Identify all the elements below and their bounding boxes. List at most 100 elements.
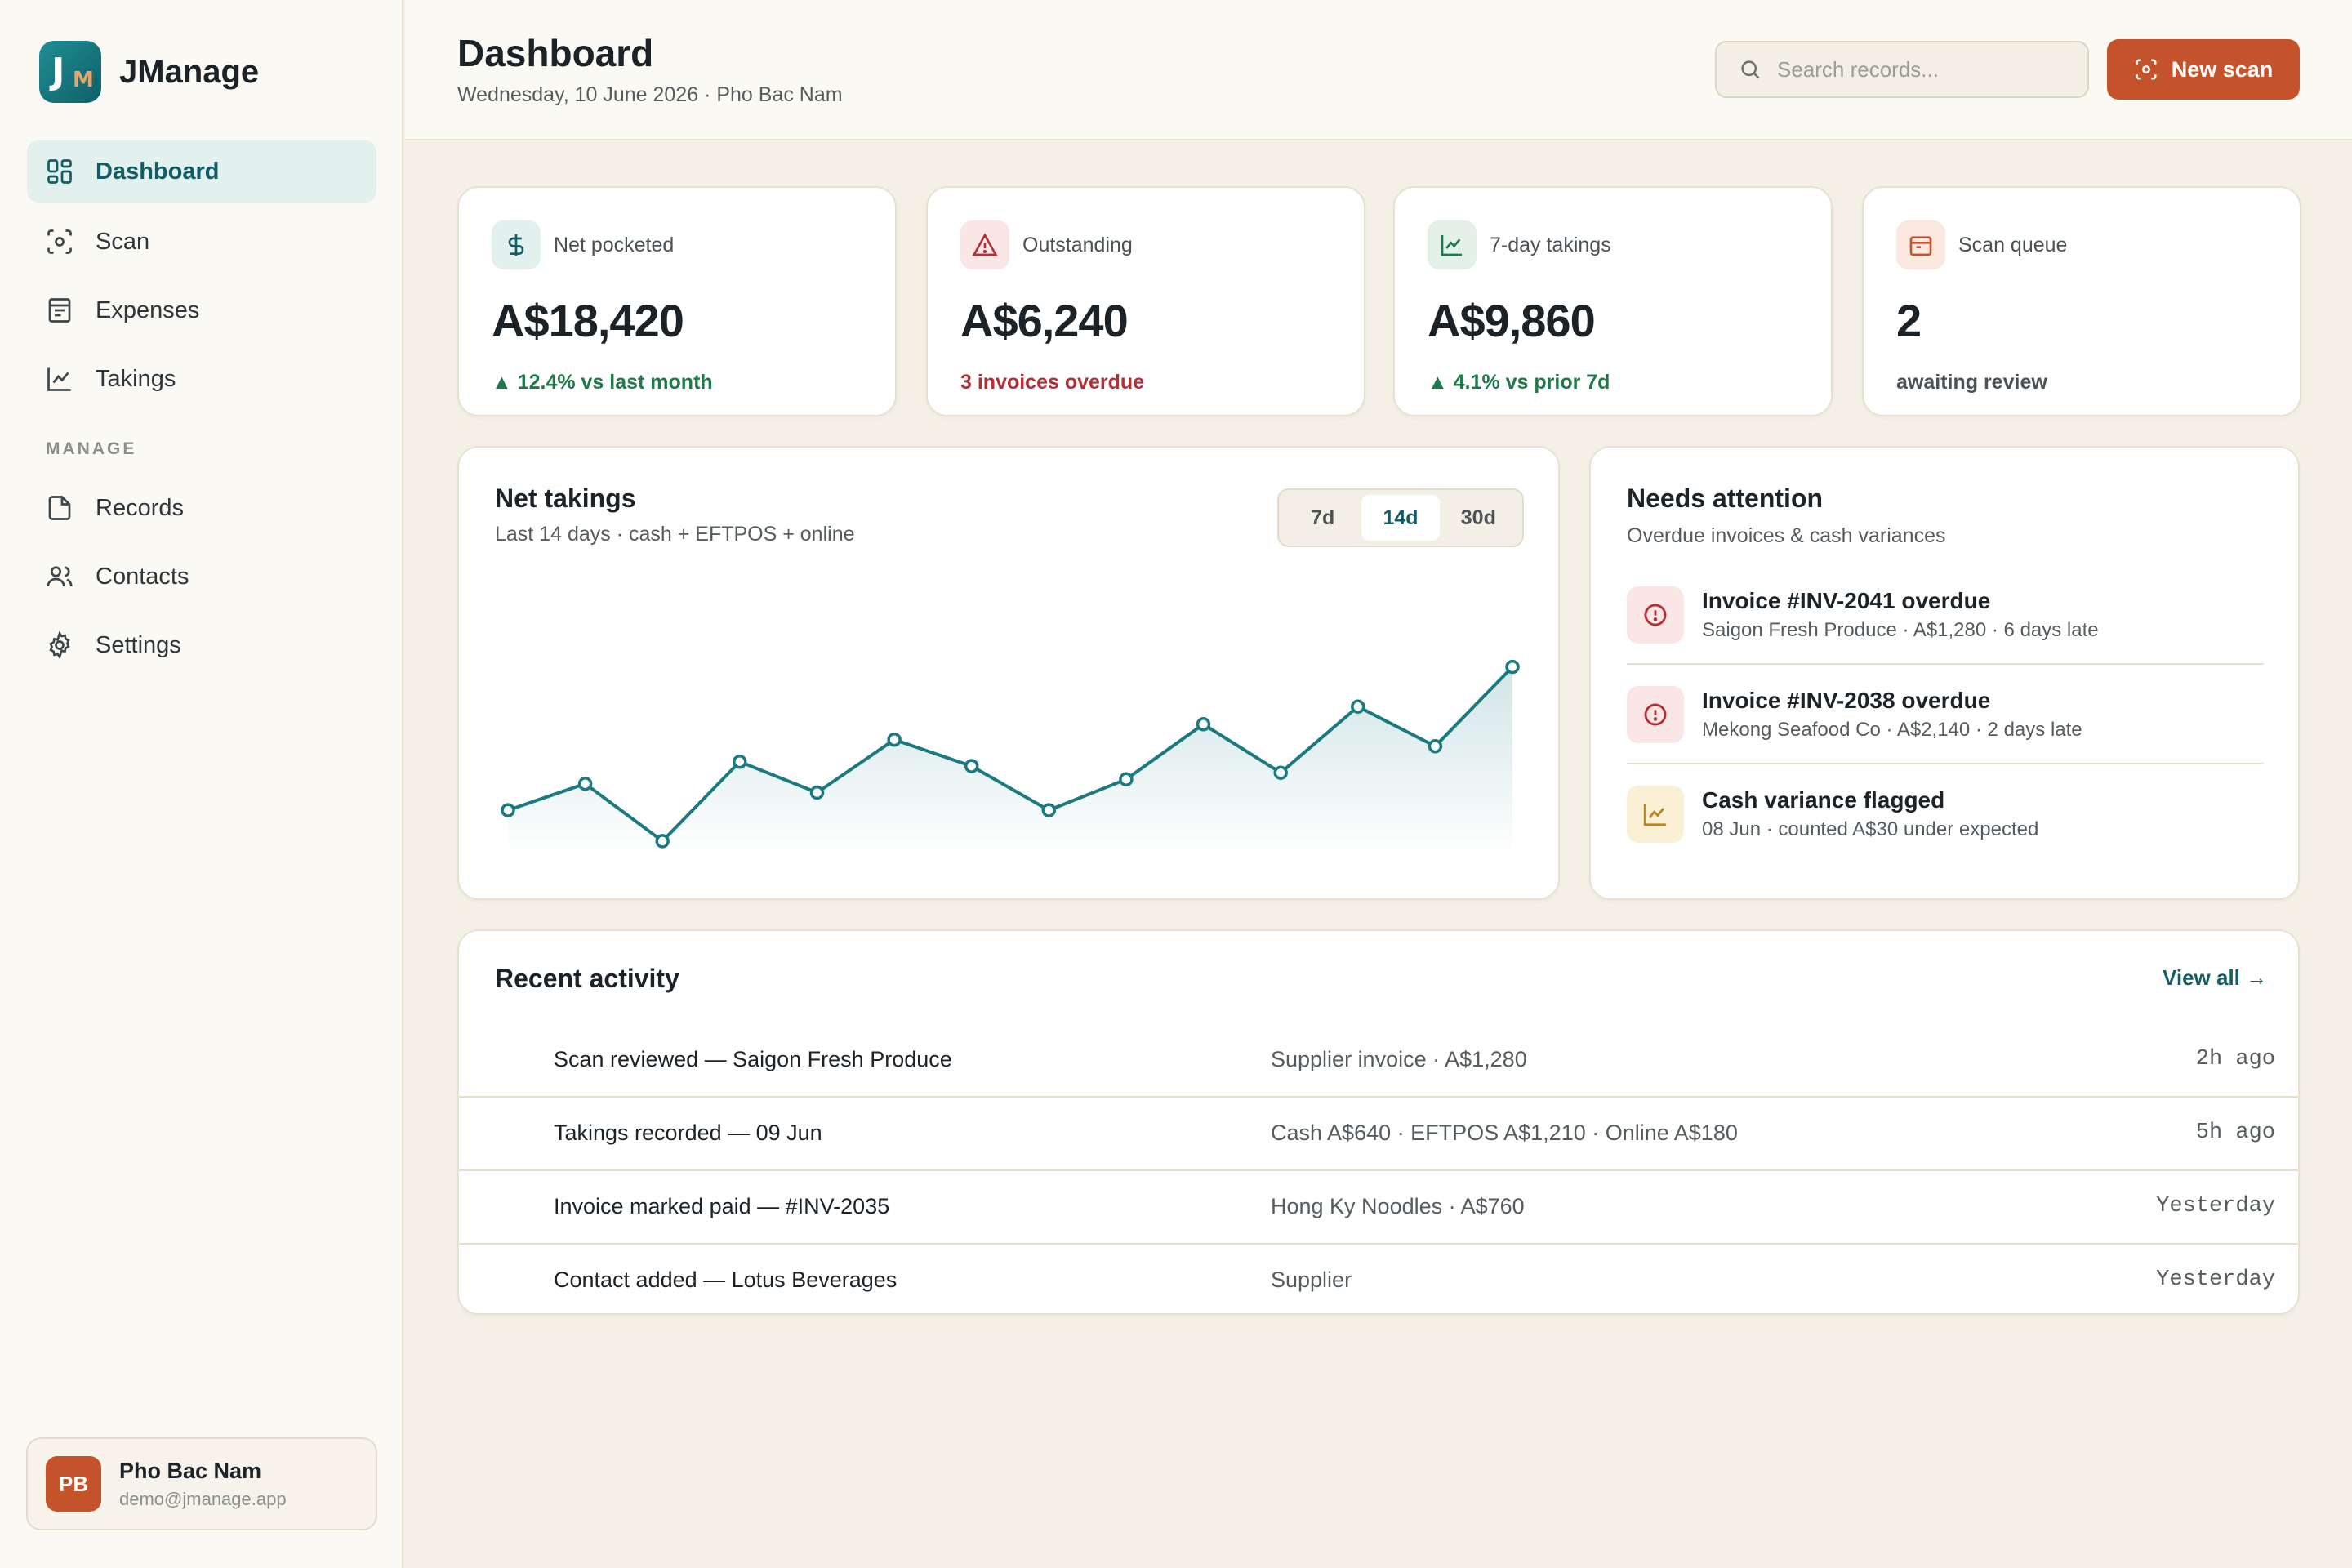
recent-activity-card: Recent activity View all → Scan reviewed… bbox=[457, 929, 2300, 1315]
divider bbox=[1627, 763, 2264, 764]
stat-note: ▲ 12.4% vs last month bbox=[492, 371, 713, 394]
search-input[interactable] bbox=[1777, 56, 2071, 82]
user-email: demo@jmanage.app bbox=[119, 1488, 287, 1509]
net-takings-card: Net takings Last 14 days · cash + EFTPOS… bbox=[457, 446, 1560, 900]
stat-label: Net pocketed bbox=[554, 234, 675, 256]
page-subtitle: Wednesday, 10 June 2026 · Pho Bac Nam bbox=[457, 83, 843, 106]
view-all-link[interactable]: View all → bbox=[2163, 965, 2268, 990]
activity-row-title: Contact added — Lotus Beverages bbox=[554, 1267, 898, 1292]
attention-item[interactable]: Cash variance flagged 08 Jun · counted A… bbox=[1627, 776, 2264, 859]
attention-item-sub: Mekong Seafood Co · A$2,140 · 2 days lat… bbox=[1702, 719, 2082, 741]
stat-value: A$9,860 bbox=[1428, 295, 1596, 346]
chart-point[interactable] bbox=[1273, 765, 1288, 780]
activity-row-time: 2h ago bbox=[2195, 1047, 2275, 1071]
activity-row-detail: Hong Ky Noodles · A$760 bbox=[1271, 1194, 1525, 1218]
sidebar-item-contacts[interactable]: Contacts bbox=[27, 546, 376, 608]
attention-title: Needs attention bbox=[1627, 483, 1824, 513]
chart-point[interactable] bbox=[655, 834, 670, 849]
grid-icon bbox=[47, 159, 72, 184]
table-row[interactable]: Takings recorded — 09 Jun Cash A$640 · E… bbox=[459, 1096, 2298, 1169]
sidebar: J M JManage Dashboard Scan Expenses Taki… bbox=[0, 0, 403, 1568]
attention-item-title: Invoice #INV-2041 overdue bbox=[1702, 588, 1991, 613]
sidebar-item-label: Dashboard bbox=[96, 158, 220, 185]
range-30d[interactable]: 30d bbox=[1460, 506, 1496, 529]
logo-letter-j: J bbox=[51, 51, 65, 92]
logo-letter-m: M bbox=[73, 68, 94, 92]
stat-value: A$18,420 bbox=[492, 295, 684, 346]
file-icon bbox=[48, 496, 71, 520]
brand[interactable]: J M JManage bbox=[39, 41, 259, 103]
activity-row-title: Scan reviewed — Saigon Fresh Produce bbox=[554, 1047, 952, 1071]
activity-row-title: Takings recorded — 09 Jun bbox=[554, 1120, 822, 1145]
stat-card-outstanding: Outstanding A$6,240 3 invoices overdue bbox=[926, 186, 1365, 416]
needs-attention-card: Needs attention Overdue invoices & cash … bbox=[1589, 446, 2300, 900]
attention-item-sub: 08 Jun · counted A$30 under expected bbox=[1702, 818, 2039, 840]
attention-item-sub: Saigon Fresh Produce · A$1,280 · 6 days … bbox=[1702, 619, 2099, 641]
sidebar-item-expenses[interactable]: Expenses bbox=[27, 279, 376, 341]
sidebar-item-label: Records bbox=[96, 494, 184, 521]
chart-point[interactable] bbox=[1196, 717, 1211, 732]
chart-point[interactable] bbox=[809, 785, 825, 800]
sidebar-item-scan[interactable]: Scan bbox=[27, 211, 376, 273]
brand-logo: J M bbox=[39, 41, 101, 103]
warning-icon bbox=[960, 220, 1009, 270]
chart-point[interactable] bbox=[1119, 772, 1134, 787]
page-title: Dashboard bbox=[457, 32, 654, 74]
user-name: Pho Bac Nam bbox=[119, 1458, 262, 1483]
search-box[interactable] bbox=[1715, 41, 2089, 98]
attention-item[interactable]: Invoice #INV-2038 overdue Mekong Seafood… bbox=[1627, 676, 2264, 760]
scan-icon bbox=[47, 229, 72, 254]
chart-point[interactable] bbox=[1428, 739, 1443, 754]
avatar: PB bbox=[46, 1456, 101, 1512]
net-takings-chart bbox=[501, 659, 1520, 856]
table-row[interactable]: Contact added — Lotus Beverages Supplier… bbox=[459, 1243, 2298, 1313]
range-selector: 7d 14d 30d bbox=[1277, 488, 1524, 547]
range-14d[interactable]: 14d bbox=[1361, 495, 1440, 541]
chart-point[interactable] bbox=[1351, 699, 1365, 714]
chart-point[interactable] bbox=[964, 759, 979, 773]
user-card[interactable]: PB Pho Bac Nam demo@jmanage.app bbox=[26, 1437, 377, 1530]
sidebar-item-records[interactable]: Records bbox=[27, 477, 376, 539]
chart-line bbox=[507, 666, 1514, 843]
chart-points bbox=[501, 659, 1520, 849]
stat-label: Outstanding bbox=[1022, 234, 1133, 256]
scan-icon bbox=[2136, 59, 2157, 80]
activity-row-detail: Cash A$640 · EFTPOS A$1,210 · Online A$1… bbox=[1271, 1120, 1738, 1145]
divider bbox=[1627, 663, 2264, 665]
table-row[interactable]: Invoice marked paid — #INV-2035 Hong Ky … bbox=[459, 1169, 2298, 1243]
sidebar-item-label: Settings bbox=[96, 631, 181, 658]
sidebar-item-takings[interactable]: Takings bbox=[27, 348, 376, 410]
sidebar-item-settings[interactable]: Settings bbox=[27, 614, 376, 676]
chart-point[interactable] bbox=[1041, 803, 1057, 817]
activity-title: Recent activity bbox=[495, 964, 679, 993]
chart-point[interactable] bbox=[1505, 659, 1520, 675]
new-scan-button[interactable]: New scan bbox=[2107, 39, 2300, 100]
activity-row-detail: Supplier invoice · A$1,280 bbox=[1271, 1047, 1527, 1071]
range-7d[interactable]: 7d bbox=[1311, 506, 1335, 529]
chart-point[interactable] bbox=[733, 754, 747, 769]
stat-note: ▲ 4.1% vs prior 7d bbox=[1428, 371, 1610, 394]
stat-value: 2 bbox=[1896, 295, 1922, 346]
chart-point[interactable] bbox=[887, 732, 902, 747]
search-icon bbox=[1741, 60, 1760, 79]
sidebar-item-label: Contacts bbox=[96, 563, 189, 590]
chart-point[interactable] bbox=[577, 776, 593, 791]
stat-card-net-pocketed: Net pocketed A$18,420 ▲ 12.4% vs last mo… bbox=[457, 186, 897, 416]
stat-value: A$6,240 bbox=[960, 295, 1129, 346]
activity-row-time: Yesterday bbox=[2156, 1194, 2275, 1218]
activity-row-detail: Supplier bbox=[1271, 1267, 1352, 1292]
stat-label: Scan queue bbox=[1958, 234, 2068, 256]
users-icon bbox=[47, 566, 73, 587]
table-row[interactable]: Scan reviewed — Saigon Fresh Produce Sup… bbox=[459, 1024, 2298, 1098]
attention-item-title: Cash variance flagged bbox=[1702, 787, 1945, 813]
calendar-icon bbox=[1896, 220, 1945, 270]
sidebar-item-label: Scan bbox=[96, 228, 150, 255]
sidebar-item-label: Takings bbox=[96, 365, 176, 392]
sidebar-item-dashboard[interactable]: Dashboard bbox=[27, 140, 376, 203]
attention-item[interactable]: Invoice #INV-2041 overdue Saigon Fresh P… bbox=[1627, 577, 2264, 660]
activity-row-time: 5h ago bbox=[2195, 1120, 2275, 1145]
stat-card-scan-queue: Scan queue 2 awaiting review bbox=[1862, 186, 2301, 416]
chart-point[interactable] bbox=[501, 803, 515, 817]
trend-icon bbox=[1428, 220, 1477, 270]
brand-name: JManage bbox=[119, 53, 260, 90]
